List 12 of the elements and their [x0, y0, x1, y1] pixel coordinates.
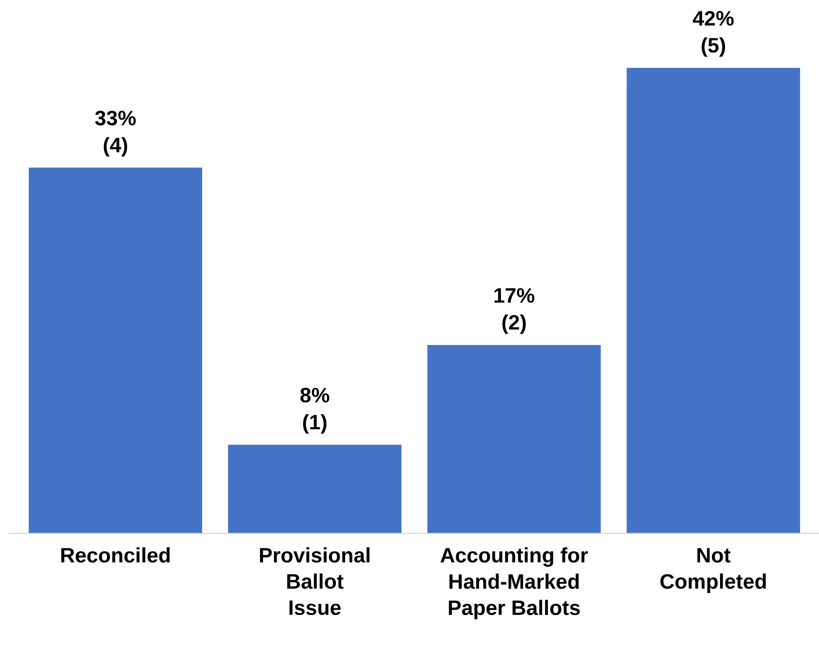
- bar: [228, 444, 402, 534]
- x-tick-label: Provisional Ballot Issue: [260, 547, 370, 616]
- x-tick-label: Reconciled: [61, 547, 170, 563]
- data-label: 33% (4): [95, 110, 136, 157]
- x-tick-label: Not Completed: [660, 548, 766, 593]
- data-label: 42% (5): [692, 10, 734, 57]
- bar: [427, 344, 601, 534]
- bar: [28, 168, 202, 534]
- data-label: 17% (2): [494, 288, 534, 334]
- data-label: 8% (1): [300, 388, 330, 434]
- bar: [626, 68, 800, 534]
- x-tick-label: Accounting for Hand-Marked Paper Ballots: [440, 547, 588, 620]
